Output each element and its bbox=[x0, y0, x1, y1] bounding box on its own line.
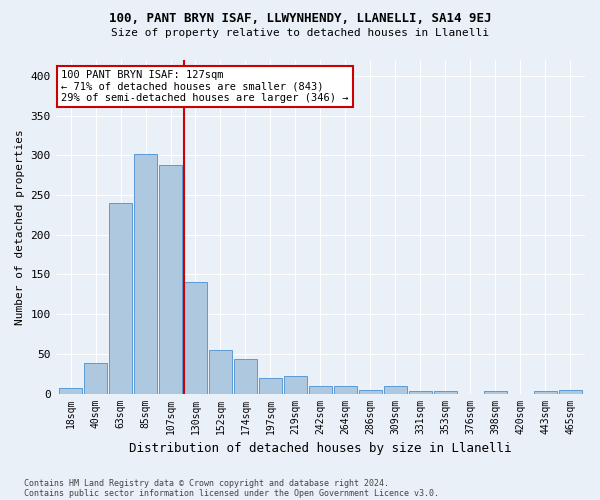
Bar bbox=[234, 358, 257, 394]
Bar bbox=[209, 350, 232, 394]
Bar bbox=[484, 391, 506, 394]
Bar bbox=[84, 364, 107, 394]
Bar bbox=[59, 388, 82, 394]
Bar bbox=[184, 282, 207, 394]
Bar bbox=[533, 391, 557, 394]
Text: 100, PANT BRYN ISAF, LLWYNHENDY, LLANELLI, SA14 9EJ: 100, PANT BRYN ISAF, LLWYNHENDY, LLANELL… bbox=[109, 12, 491, 26]
Bar bbox=[134, 154, 157, 394]
Bar bbox=[259, 378, 282, 394]
Bar bbox=[109, 203, 132, 394]
Y-axis label: Number of detached properties: Number of detached properties bbox=[15, 129, 25, 324]
Bar bbox=[409, 391, 431, 394]
Bar bbox=[559, 390, 581, 394]
Text: Size of property relative to detached houses in Llanelli: Size of property relative to detached ho… bbox=[111, 28, 489, 38]
Bar bbox=[384, 386, 407, 394]
Text: Contains HM Land Registry data © Crown copyright and database right 2024.: Contains HM Land Registry data © Crown c… bbox=[24, 478, 389, 488]
Bar bbox=[359, 390, 382, 394]
Bar bbox=[434, 391, 457, 394]
Text: 100 PANT BRYN ISAF: 127sqm
← 71% of detached houses are smaller (843)
29% of sem: 100 PANT BRYN ISAF: 127sqm ← 71% of deta… bbox=[61, 70, 349, 103]
Bar bbox=[309, 386, 332, 394]
Text: Contains public sector information licensed under the Open Government Licence v3: Contains public sector information licen… bbox=[24, 488, 439, 498]
Bar bbox=[284, 376, 307, 394]
Bar bbox=[334, 386, 357, 394]
X-axis label: Distribution of detached houses by size in Llanelli: Distribution of detached houses by size … bbox=[129, 442, 512, 455]
Bar bbox=[159, 165, 182, 394]
